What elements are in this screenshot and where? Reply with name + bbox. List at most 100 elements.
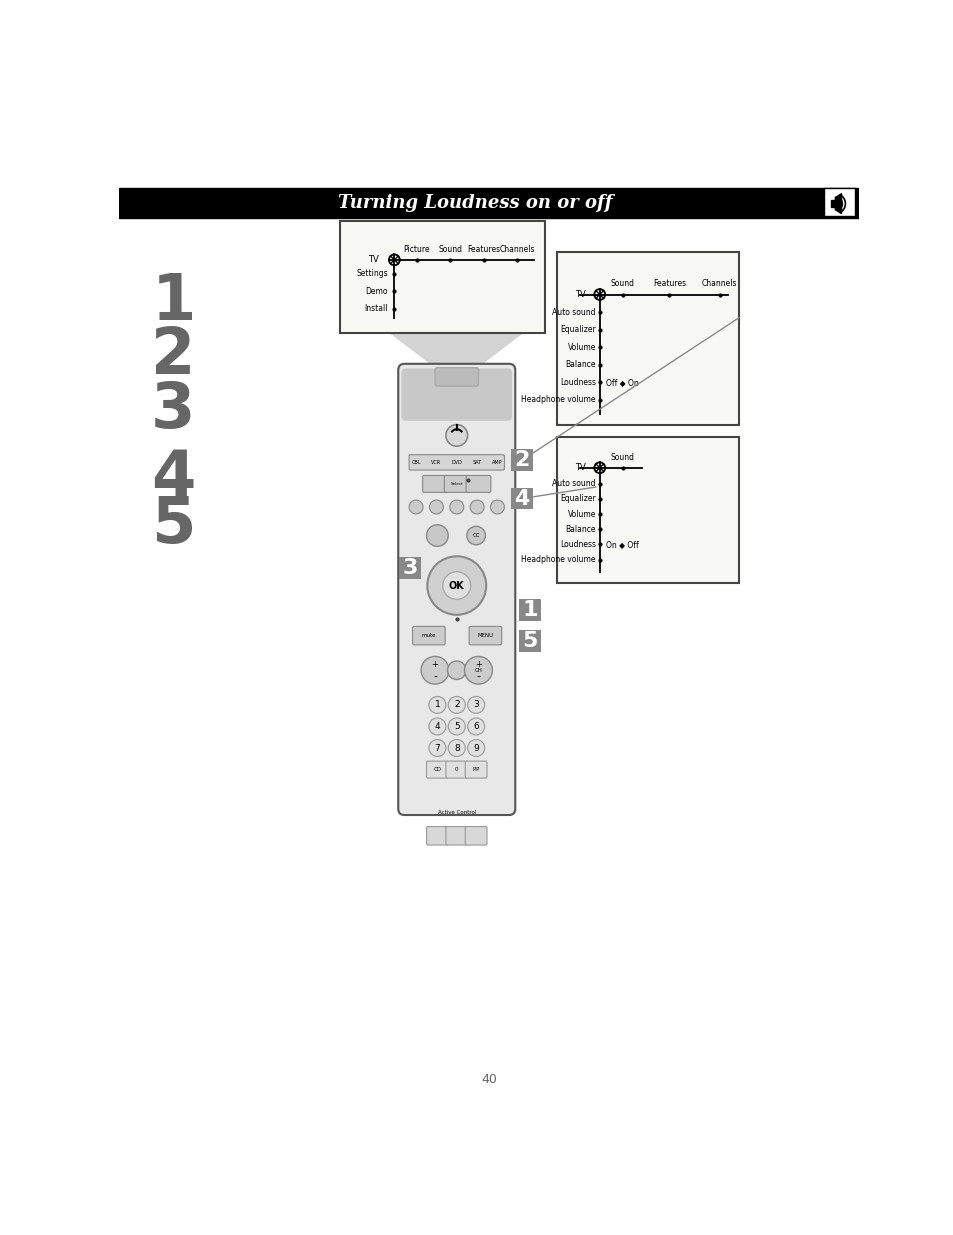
- FancyBboxPatch shape: [469, 626, 501, 645]
- Text: 4: 4: [514, 489, 529, 509]
- Text: Channels: Channels: [498, 245, 535, 253]
- Text: Equalizer: Equalizer: [559, 325, 596, 335]
- FancyBboxPatch shape: [398, 557, 420, 579]
- Text: Off ◆ On: Off ◆ On: [605, 378, 638, 387]
- Text: 3: 3: [473, 700, 478, 709]
- Text: CC: CC: [472, 534, 479, 538]
- Circle shape: [470, 500, 483, 514]
- Circle shape: [442, 572, 470, 599]
- Text: 1: 1: [521, 600, 537, 620]
- FancyBboxPatch shape: [445, 826, 467, 845]
- Polygon shape: [390, 333, 521, 383]
- Circle shape: [464, 656, 492, 684]
- Circle shape: [409, 500, 422, 514]
- Circle shape: [429, 500, 443, 514]
- Circle shape: [427, 556, 486, 615]
- Text: TV: TV: [368, 256, 378, 264]
- Text: CD: CD: [433, 767, 441, 772]
- Text: 1: 1: [434, 700, 439, 709]
- Circle shape: [490, 500, 504, 514]
- FancyBboxPatch shape: [557, 437, 739, 583]
- Circle shape: [448, 697, 465, 714]
- Circle shape: [466, 526, 485, 545]
- Text: 4: 4: [435, 722, 439, 731]
- Circle shape: [467, 718, 484, 735]
- Text: 3: 3: [152, 379, 195, 441]
- Text: Picture: Picture: [403, 245, 430, 253]
- FancyBboxPatch shape: [397, 364, 515, 815]
- Circle shape: [429, 740, 445, 757]
- Bar: [823, 188, 855, 216]
- Text: OK: OK: [449, 580, 464, 590]
- Text: Install: Install: [364, 304, 388, 314]
- Text: Loudness: Loudness: [559, 378, 596, 387]
- Text: 8: 8: [454, 743, 459, 752]
- Text: 2: 2: [454, 700, 459, 709]
- Text: CH: CH: [474, 668, 482, 673]
- Text: Equalizer: Equalizer: [559, 494, 596, 504]
- Text: Balance: Balance: [565, 525, 596, 534]
- Circle shape: [448, 718, 465, 735]
- Text: 5: 5: [152, 494, 195, 557]
- Text: TV: TV: [575, 290, 585, 299]
- Text: Settings: Settings: [356, 269, 388, 278]
- Circle shape: [420, 656, 449, 684]
- Polygon shape: [835, 194, 841, 214]
- Circle shape: [429, 718, 445, 735]
- FancyBboxPatch shape: [444, 475, 469, 493]
- Circle shape: [467, 740, 484, 757]
- Text: -: -: [433, 672, 436, 682]
- Circle shape: [467, 697, 484, 714]
- Text: -: -: [476, 672, 480, 682]
- FancyBboxPatch shape: [445, 761, 467, 778]
- FancyBboxPatch shape: [518, 599, 540, 621]
- Text: 3: 3: [402, 558, 417, 578]
- Text: Features: Features: [467, 245, 499, 253]
- Bar: [830, 200, 835, 207]
- Text: Volume: Volume: [567, 510, 596, 519]
- Text: Auto sound: Auto sound: [552, 308, 596, 316]
- Text: MENU: MENU: [476, 634, 493, 638]
- Circle shape: [445, 425, 467, 446]
- FancyBboxPatch shape: [465, 826, 486, 845]
- FancyBboxPatch shape: [435, 368, 478, 387]
- Text: 5: 5: [454, 722, 459, 731]
- Text: Active Control: Active Control: [437, 810, 476, 815]
- Text: On ◆ Off: On ◆ Off: [605, 540, 638, 548]
- Text: +: +: [475, 659, 481, 668]
- Text: 0: 0: [455, 767, 458, 772]
- Text: 2: 2: [152, 325, 195, 387]
- Text: Headphone volume: Headphone volume: [521, 395, 596, 404]
- FancyBboxPatch shape: [511, 450, 533, 471]
- Text: Channels: Channels: [701, 279, 737, 288]
- Text: 1: 1: [152, 272, 195, 333]
- Text: 2: 2: [514, 450, 529, 471]
- Text: Demo: Demo: [365, 287, 388, 296]
- Text: Sound: Sound: [437, 245, 461, 253]
- FancyBboxPatch shape: [426, 761, 448, 778]
- Text: P.P: P.P: [472, 767, 479, 772]
- Circle shape: [447, 661, 466, 679]
- FancyBboxPatch shape: [340, 221, 545, 333]
- Text: DVD: DVD: [451, 459, 461, 464]
- FancyBboxPatch shape: [412, 626, 445, 645]
- Text: +: +: [431, 659, 438, 668]
- FancyBboxPatch shape: [466, 475, 491, 493]
- Text: 4: 4: [152, 448, 195, 510]
- Text: Features: Features: [652, 279, 685, 288]
- Text: Balance: Balance: [565, 361, 596, 369]
- FancyBboxPatch shape: [409, 454, 504, 471]
- Text: VCR: VCR: [431, 459, 441, 464]
- Circle shape: [449, 500, 463, 514]
- Text: 6: 6: [473, 722, 478, 731]
- FancyBboxPatch shape: [557, 252, 739, 425]
- Text: Sound: Sound: [610, 452, 635, 462]
- Circle shape: [429, 697, 445, 714]
- Text: TV: TV: [575, 463, 585, 472]
- Text: Sound: Sound: [610, 279, 635, 288]
- Text: 40: 40: [480, 1073, 497, 1087]
- Text: CBL: CBL: [411, 459, 420, 464]
- Text: Auto sound: Auto sound: [552, 479, 596, 488]
- FancyBboxPatch shape: [426, 826, 448, 845]
- Text: 9: 9: [473, 743, 478, 752]
